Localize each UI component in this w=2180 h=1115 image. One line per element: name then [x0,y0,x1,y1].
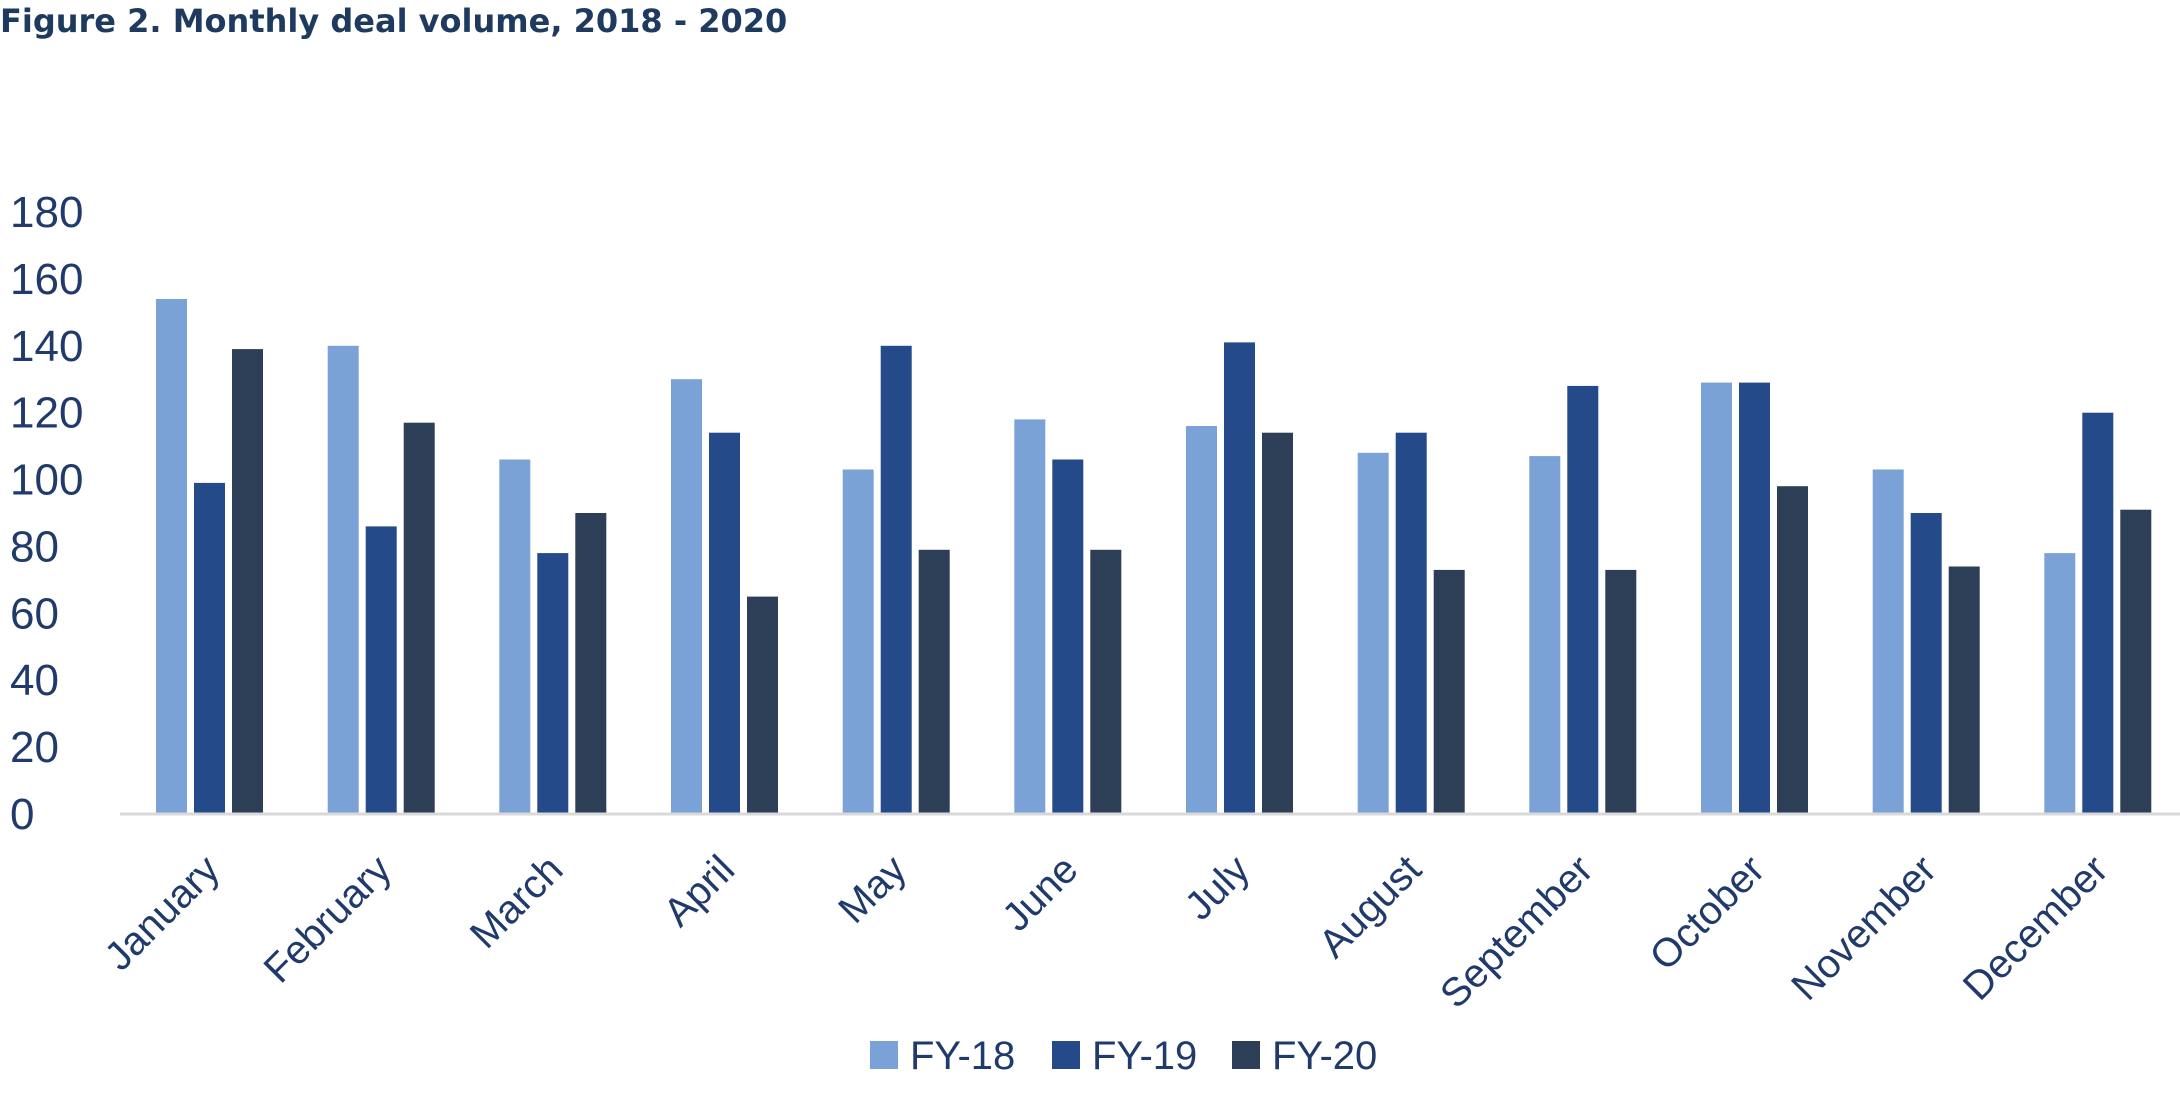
x-tick-label: February [256,847,400,991]
legend-swatch [1052,1041,1080,1069]
x-tick-label: March [462,847,572,957]
y-tick-label: 100 [10,456,83,505]
y-tick-label: 160 [10,255,83,304]
bar [403,422,435,814]
y-tick-label: 180 [10,188,83,237]
bar [880,345,912,814]
y-tick-label: 80 [10,522,59,571]
bar [671,379,702,814]
bar [1605,569,1637,814]
bar [499,459,531,814]
legend-label: FY-20 [1272,1034,1377,1078]
legend-swatch [870,1041,898,1069]
bar [2082,412,2114,814]
bar [1052,459,1084,814]
bar [842,469,874,814]
bar [194,482,225,814]
y-axis-ticks: 0 20 40 60 80 100 120 140 160 180 [10,188,83,839]
x-axis-labels: January February March April May June July Augu… [96,847,2116,1016]
y-tick-label: 140 [10,322,83,371]
x-tick-label: November [1783,847,1945,1009]
bar [1224,342,1255,814]
bar [1357,452,1389,814]
bar [918,549,950,814]
x-tick-label: December [1955,847,2117,1009]
bar [1014,419,1046,814]
y-tick-label: 40 [10,656,59,705]
legend: FY-18 FY-19 FY-20 [870,1034,1377,1078]
bar [747,596,778,814]
legend-swatch [1232,1041,1260,1069]
bar [1186,426,1217,814]
bar [1262,432,1293,814]
bars-group [156,299,2152,814]
bar [1567,385,1599,814]
legend-label: FY-18 [910,1034,1015,1078]
bar [1739,382,1770,814]
x-tick-label: April [655,847,743,935]
bar [709,432,740,814]
y-tick-label: 0 [10,790,34,839]
bar [1777,486,1808,814]
bar [365,526,397,814]
bar [1701,382,1732,814]
y-tick-label: 20 [10,723,59,772]
y-tick-label: 120 [10,389,83,438]
x-tick-label: June [994,847,1086,939]
bar [1872,469,1904,814]
x-tick-label: August [1311,847,1430,966]
y-tick-label: 60 [10,589,59,638]
bar [1910,513,1942,814]
x-tick-label: January [96,847,228,979]
bar [1433,569,1465,814]
bar [2044,553,2076,814]
bar [232,349,263,814]
legend-label: FY-19 [1092,1034,1197,1078]
bar [575,513,607,814]
bar [1529,456,1561,814]
x-tick-label: October [1641,847,1773,979]
bar [1395,432,1427,814]
x-tick-label: September [1432,847,1601,1016]
bar [537,553,569,814]
bar [327,345,359,814]
bar [1090,549,1122,814]
x-tick-label: May [830,847,915,932]
x-tick-label: July [1177,847,1258,928]
bar [2120,509,2152,814]
chart-title: Figure 2. Monthly deal volume, 2018 - 20… [0,2,788,40]
bar [156,299,187,814]
bar [1948,566,1980,814]
